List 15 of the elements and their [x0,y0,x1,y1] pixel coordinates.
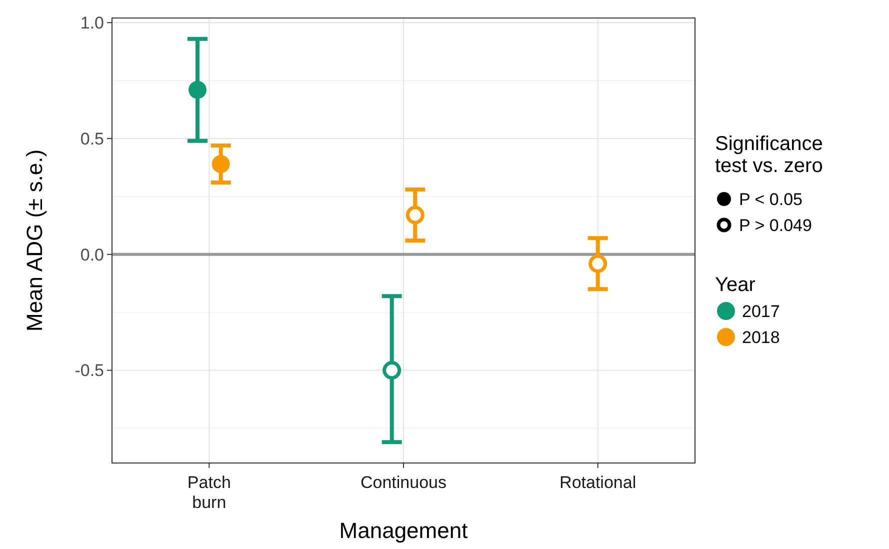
legend-title: Significance test vs. zero [715,133,823,177]
y-tick-label: -0.5 [74,361,104,380]
text: 2017 [742,302,780,321]
text: P > 0.049 [739,216,812,235]
x-tick-label: Patch burn [187,473,231,512]
text: Year [715,274,756,296]
y-tick-label: 1.0 [80,14,104,33]
x-axis-title: Management [339,518,468,543]
y-tick-label: 0.5 [80,129,104,148]
text: P < 0.05 [739,190,802,209]
y-tick-label: 0.0 [80,245,104,264]
text: 2018 [742,328,780,347]
x-tick-label: Rotational [560,473,636,492]
x-tick-label: Continuous [360,473,447,492]
y-axis-title: Mean ADG (± s.e.) [22,149,47,332]
